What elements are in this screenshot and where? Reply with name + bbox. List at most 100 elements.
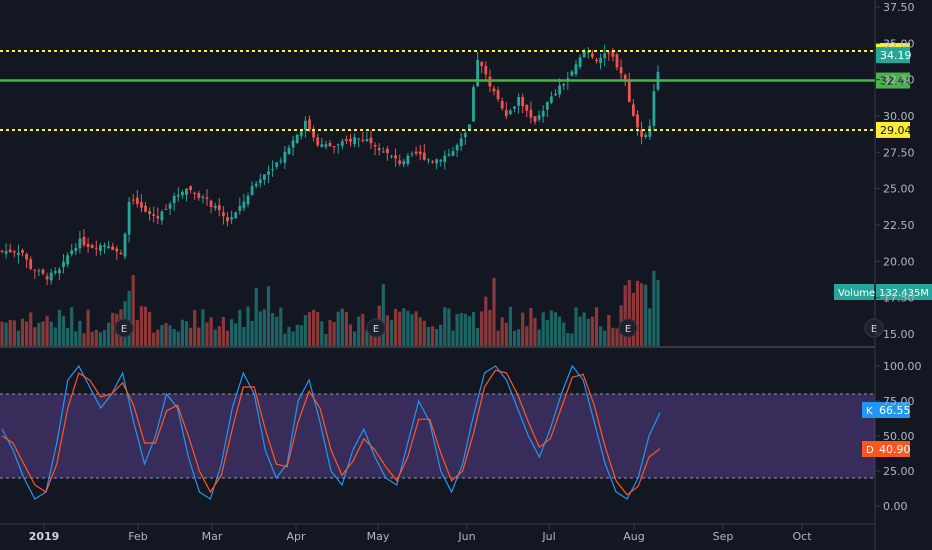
volume-bar — [152, 332, 156, 346]
candle-body — [607, 52, 611, 54]
candle-body — [611, 50, 615, 57]
volume-bar — [525, 326, 529, 346]
volume-bar — [586, 318, 590, 346]
volume-bar — [238, 309, 242, 346]
candle-body — [537, 115, 541, 120]
volume-bar — [148, 312, 152, 346]
candle-body — [131, 199, 135, 201]
y-tick-label: 17.50 — [883, 292, 915, 305]
candle-body — [455, 145, 459, 151]
candle-body — [250, 186, 254, 196]
candle-body — [185, 188, 188, 195]
candle-body — [172, 196, 176, 204]
volume-bar — [328, 320, 332, 346]
volume-bar — [205, 322, 209, 346]
stoch-line-d — [1, 369, 661, 496]
candlesticks — [0, 44, 660, 286]
volume-bar — [476, 328, 480, 346]
volume-bar — [381, 284, 385, 346]
candle-body — [386, 148, 389, 154]
candle-body — [49, 272, 53, 281]
candle-body — [226, 217, 229, 222]
candle-body — [435, 159, 438, 164]
candle-body — [484, 66, 488, 75]
volume-bar — [635, 280, 640, 346]
candle-body — [107, 246, 110, 249]
volume-bar — [12, 320, 16, 346]
volume-bar — [250, 321, 254, 346]
volume-bar — [430, 326, 435, 346]
volume-name-label: Volume — [838, 288, 875, 299]
earnings-label: E — [121, 324, 127, 335]
volume-bar — [246, 306, 250, 346]
x-tick-label: 2019 — [29, 530, 60, 543]
x-tick-label: Jul — [541, 530, 555, 543]
volume-bar — [70, 307, 74, 346]
candle-body — [365, 139, 369, 142]
volume-bar — [74, 331, 78, 346]
candle-body — [12, 251, 16, 253]
volume-bar — [353, 331, 357, 346]
earnings-icon[interactable] — [618, 318, 638, 338]
volume-bar — [644, 284, 648, 346]
stoch-y-tick-label: 50.00 — [883, 430, 915, 443]
candle-body — [562, 84, 566, 86]
x-tick-label: Oct — [792, 530, 812, 543]
volume-bar — [266, 286, 271, 346]
volume-bar — [279, 307, 283, 346]
volume-bar — [418, 317, 422, 346]
candle-body — [74, 248, 78, 252]
y-tick-label: 25.00 — [883, 183, 915, 196]
candle-body — [336, 144, 340, 146]
volume-bar — [340, 308, 344, 346]
stoch-y-tick-label: 100.00 — [883, 360, 922, 373]
candle-body — [123, 233, 127, 257]
volume-bar — [582, 312, 586, 346]
volume-bar — [578, 316, 582, 346]
y-tick-label: 35.00 — [883, 37, 915, 50]
stoch-series-badge — [862, 441, 876, 457]
y-tick-label: 22.50 — [883, 219, 915, 232]
y-tick-label: 30.00 — [883, 110, 915, 123]
volume-bar — [82, 333, 86, 346]
candle-body — [103, 245, 106, 247]
candle-body — [472, 87, 475, 122]
stoch-series-name: D — [866, 445, 874, 456]
candle-body — [361, 139, 365, 141]
candle-body — [476, 59, 479, 87]
candle-body — [66, 255, 69, 265]
earnings-icon[interactable] — [864, 318, 884, 338]
candle-body — [279, 160, 283, 162]
candle-body — [431, 161, 434, 163]
volume-bar — [8, 320, 12, 346]
price-level-label: 32.44 — [880, 75, 912, 88]
earnings-icon[interactable] — [366, 318, 386, 338]
candle-body — [258, 179, 262, 184]
candle-body — [37, 270, 41, 272]
volume-bar — [517, 329, 521, 346]
candle-body — [238, 205, 242, 211]
volume-bar — [295, 324, 299, 346]
volume-bar — [402, 308, 406, 346]
volume-bar — [316, 312, 320, 346]
candle-body — [574, 64, 578, 75]
volume-bar — [529, 307, 533, 346]
candle-body — [234, 212, 238, 218]
earnings-icon[interactable] — [114, 318, 134, 338]
candle-body — [349, 138, 352, 142]
volume-bar — [234, 323, 238, 346]
candle-body — [144, 205, 147, 212]
candle-body — [504, 110, 508, 117]
volume-bar — [303, 315, 307, 346]
volume-value-label: 132.435M — [879, 288, 929, 299]
candle-body — [410, 153, 414, 155]
volume-bar — [504, 322, 508, 346]
candle-body — [308, 119, 311, 131]
candle-body — [345, 139, 348, 141]
candle-body — [414, 151, 418, 154]
candle-body — [4, 251, 8, 254]
volume-bar — [312, 309, 316, 346]
volume-bar — [0, 321, 4, 346]
